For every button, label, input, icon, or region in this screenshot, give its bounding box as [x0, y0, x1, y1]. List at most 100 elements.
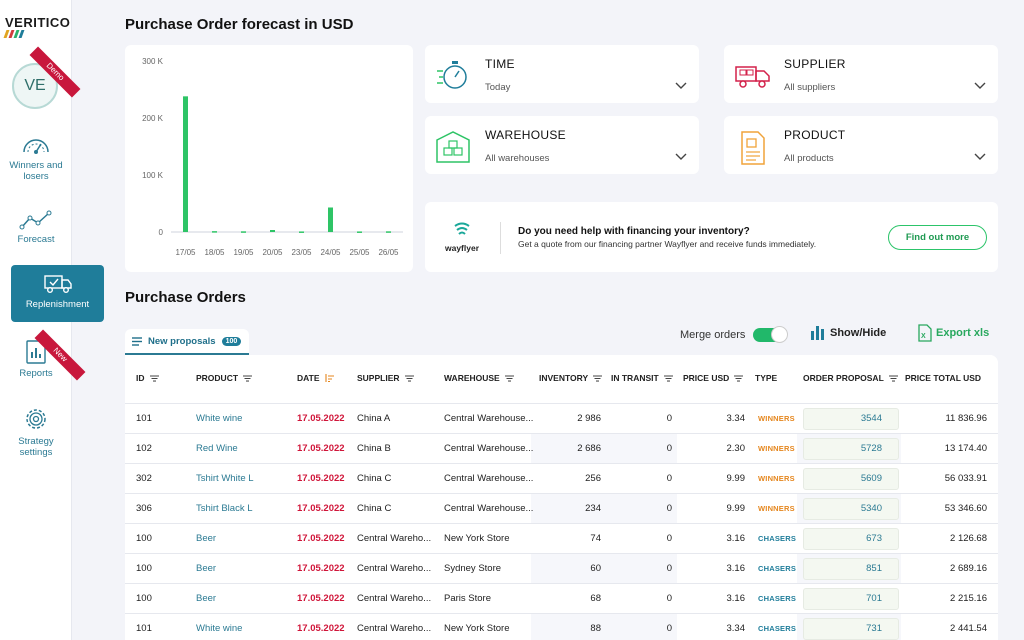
cell-total: 53 346.60 — [944, 503, 987, 514]
column-header[interactable]: ORDER PROPOSAL — [803, 373, 898, 383]
chevron-down-icon[interactable] — [974, 82, 986, 90]
column-header-label: WAREHOUSE — [444, 373, 500, 383]
sort-icon[interactable] — [593, 374, 603, 382]
wayflyer-brand-name: wayflyer — [444, 243, 480, 253]
column-header[interactable]: PRICE USD — [683, 373, 744, 383]
order-proposal-input[interactable]: 673 — [803, 528, 899, 550]
column-header[interactable]: IN TRANSIT — [611, 373, 673, 383]
chart-bar[interactable] — [299, 231, 304, 233]
cell-product[interactable]: Tshirt Black L — [196, 503, 253, 514]
sort-active-icon[interactable] — [324, 374, 334, 382]
sort-icon[interactable] — [734, 374, 744, 382]
cell-type: WINNERS — [758, 474, 795, 483]
table-row[interactable]: 100 Beer 17.05.2022 Central Wareho... Sydney… — [125, 553, 998, 583]
cell-product[interactable]: Beer — [196, 563, 217, 574]
chart-bar[interactable] — [328, 207, 333, 232]
user-avatar-wrap[interactable]: VE — [12, 63, 58, 109]
table-row[interactable]: 306 Tshirt Black L 17.05.2022 China C Centra… — [125, 493, 998, 523]
chevron-down-icon[interactable] — [675, 82, 687, 90]
order-proposal-input[interactable]: 701 — [803, 588, 899, 610]
cell-product[interactable]: Red Wine — [196, 443, 238, 454]
column-header[interactable]: SUPPLIER — [357, 373, 414, 383]
purchase-orders-title: Purchase Orders — [125, 289, 246, 306]
column-header-label: PRICE USD — [683, 373, 730, 383]
x-tick-label: 23/05 — [291, 248, 312, 257]
table-row[interactable]: 100 Beer 17.05.2022 Central Wareho... Paris … — [125, 583, 998, 613]
cell-warehouse: Paris Store — [444, 593, 491, 604]
cell-total: 2 215.16 — [950, 593, 987, 604]
report-icon — [26, 340, 46, 364]
x-tick-label: 18/05 — [204, 248, 225, 257]
app-logo[interactable]: VERITICO — [5, 15, 71, 30]
column-header[interactable]: PRODUCT — [196, 373, 253, 383]
column-header[interactable]: PRICE TOTAL USD — [905, 373, 981, 383]
supplier-filter[interactable]: SUPPLIER All suppliers — [724, 45, 998, 103]
cell-inventory: 60 — [590, 563, 601, 574]
order-proposal-input[interactable]: 3544 — [803, 408, 899, 430]
logo-stripes — [3, 30, 25, 38]
nav-label: Forecast — [17, 234, 55, 245]
column-header[interactable]: ID — [136, 373, 159, 383]
table-row[interactable]: 100 Beer 17.05.2022 Central Wareho... New Yo… — [125, 523, 998, 553]
nav-reports[interactable]: Reports — [0, 340, 72, 379]
product-filter[interactable]: PRODUCT All products — [724, 116, 998, 174]
cell-product[interactable]: Beer — [196, 533, 217, 544]
cell-product[interactable]: Beer — [196, 593, 217, 604]
order-proposal-input[interactable]: 5728 — [803, 438, 899, 460]
sort-icon[interactable] — [243, 374, 253, 382]
cell-date: 17.05.2022 — [297, 473, 345, 484]
chart-bar[interactable] — [212, 231, 217, 233]
cell-product[interactable]: White wine — [196, 623, 243, 634]
order-proposal-input[interactable]: 731 — [803, 618, 899, 640]
column-header[interactable]: DATE — [297, 373, 334, 383]
merge-orders-toggle[interactable] — [753, 326, 789, 343]
sort-icon[interactable] — [149, 374, 159, 382]
order-proposal-input[interactable]: 5609 — [803, 468, 899, 490]
table-row[interactable]: 101 White wine 17.05.2022 Central Wareho...… — [125, 613, 998, 640]
cell-product[interactable]: White wine — [196, 413, 243, 424]
cell-transit: 0 — [666, 533, 672, 544]
excel-icon: X — [918, 324, 932, 342]
warehouse-filter[interactable]: WAREHOUSE All warehouses — [425, 116, 699, 174]
sort-icon[interactable] — [404, 374, 414, 382]
time-filter[interactable]: TIME Today — [425, 45, 699, 103]
tab-count-badge: 100 — [221, 336, 242, 346]
nav-strategy-settings[interactable]: Strategy settings — [0, 406, 72, 458]
forecast-chart: 0 100 K 200 K 300 K 17/05 18/05 19/05 20/05 23/0… — [142, 57, 403, 257]
table-row[interactable]: 101 White wine 17.05.2022 China A Central Wa… — [125, 403, 998, 433]
column-header[interactable]: INVENTORY — [539, 373, 603, 383]
columns-icon — [811, 326, 824, 340]
sort-icon[interactable] — [504, 374, 514, 382]
nav-replenishment[interactable]: Replenishment — [11, 265, 104, 322]
nav-winners-losers[interactable]: Winners and losers — [0, 134, 72, 182]
column-header[interactable]: TYPE — [755, 373, 777, 383]
show-hide-button[interactable]: Show/Hide — [811, 326, 886, 340]
sort-icon[interactable] — [663, 374, 673, 382]
tab-new-proposals[interactable]: New proposals 100 — [125, 329, 249, 355]
cell-warehouse: New York Store — [444, 533, 510, 544]
merge-orders-control[interactable]: Merge orders — [680, 326, 789, 343]
cell-product[interactable]: Tshirt White L — [196, 473, 254, 484]
chart-bar[interactable] — [386, 231, 391, 233]
chart-bar[interactable] — [357, 231, 362, 233]
sort-icon[interactable] — [888, 374, 898, 382]
table-row[interactable]: 102 Red Wine 17.05.2022 China B Central Ware… — [125, 433, 998, 463]
cell-transit: 0 — [666, 473, 672, 484]
nav-forecast[interactable]: Forecast — [0, 210, 72, 245]
chart-bar[interactable] — [183, 96, 188, 232]
avatar[interactable]: VE — [12, 63, 58, 109]
order-proposal-input[interactable]: 5340 — [803, 498, 899, 520]
chart-bar[interactable] — [241, 231, 246, 233]
time-filter-label: TIME — [485, 57, 515, 71]
cell-id: 306 — [136, 503, 152, 514]
column-header[interactable]: WAREHOUSE — [444, 373, 514, 383]
chart-bar[interactable] — [270, 230, 275, 232]
column-header-label: IN TRANSIT — [611, 373, 659, 383]
table-row[interactable]: 302 Tshirt White L 17.05.2022 China C Centra… — [125, 463, 998, 493]
chevron-down-icon[interactable] — [974, 153, 986, 161]
export-xls-button[interactable]: X Export xls — [918, 324, 989, 342]
chevron-down-icon[interactable] — [675, 153, 687, 161]
order-proposal-input[interactable]: 851 — [803, 558, 899, 580]
cell-transit: 0 — [666, 443, 672, 454]
find-out-more-button[interactable]: Find out more — [888, 225, 987, 250]
